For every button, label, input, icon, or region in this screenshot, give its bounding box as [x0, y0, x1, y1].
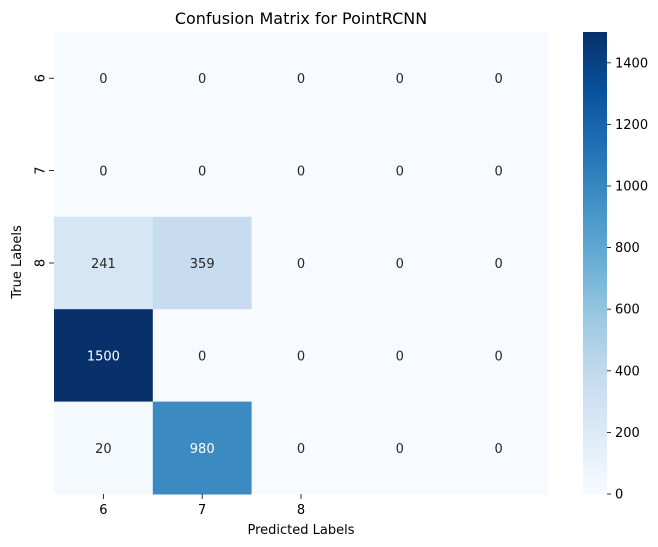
cell-value-label: 0	[494, 257, 502, 272]
cell-value-label: 241	[91, 257, 116, 272]
colorbar-tick-label: 0	[615, 488, 623, 503]
cell-value-label: 0	[297, 165, 305, 180]
heatmap-cell	[251, 401, 351, 495]
heatmap-cell	[251, 124, 351, 218]
heatmap-cell	[449, 309, 549, 403]
colorbar-tick-label: 1000	[615, 180, 648, 195]
colorbar-tick-label: 400	[615, 364, 640, 379]
y-axis-label: True Labels	[10, 225, 25, 300]
heatmap-cell	[54, 401, 154, 495]
cell-value-label: 0	[297, 349, 305, 364]
heatmap-cells: 0 0 0 0 0 0 0 0 0 0 241 359 0 0 0 1500 0 0 0 0 20 980 0 0 0	[54, 32, 549, 495]
heatmap-cell	[449, 216, 549, 310]
cell-value-label: 1500	[87, 349, 120, 364]
cell-value-label: 0	[396, 72, 404, 87]
heatmap-cell	[350, 32, 450, 125]
heatmap-cell	[152, 124, 253, 218]
heatmap-cell	[54, 216, 154, 310]
heatmap-cell	[152, 32, 253, 125]
colorbar-tick-label: 200	[615, 426, 640, 441]
heatmap-cell	[54, 309, 154, 403]
cell-value-label: 0	[198, 72, 206, 87]
heatmap-cell	[152, 401, 253, 495]
cell-value-label: 0	[396, 442, 404, 457]
cell-value-label: 0	[494, 72, 502, 87]
heatmap-cell	[251, 216, 351, 310]
colorbar-tick-label: 1400	[615, 56, 648, 71]
cell-value-label: 0	[297, 72, 305, 87]
heatmap-cell	[350, 124, 450, 218]
y-tick-label: 8	[34, 259, 49, 267]
y-tick-label: 7	[34, 166, 49, 174]
cell-value-label: 0	[99, 72, 107, 87]
cell-value-label: 0	[396, 349, 404, 364]
heatmap-cell	[152, 309, 253, 403]
heatmap-cell	[350, 216, 450, 310]
cell-value-label: 0	[297, 257, 305, 272]
heatmap-cell	[449, 124, 549, 218]
chart-title: Confusion Matrix for PointRCNN	[175, 9, 427, 28]
y-axis-ticks: 6 7 8	[34, 74, 54, 267]
colorbar-tick-label: 1200	[615, 118, 648, 133]
cell-value-label: 20	[95, 442, 112, 457]
heatmap-cell	[350, 401, 450, 495]
cell-value-label: 0	[297, 442, 305, 457]
cell-value-label: 0	[396, 165, 404, 180]
y-tick-label: 6	[34, 74, 49, 82]
heatmap-cell	[449, 401, 549, 495]
heatmap-cell	[54, 32, 154, 125]
cell-value-label: 0	[198, 349, 206, 364]
heatmap-cell	[251, 32, 351, 125]
colorbar-tick-label: 600	[615, 303, 640, 318]
cell-value-label: 0	[396, 257, 404, 272]
colorbar-tick-label: 800	[615, 241, 640, 256]
x-tick-label: 7	[198, 503, 206, 518]
heatmap-cell	[449, 32, 549, 125]
cell-value-label: 0	[198, 165, 206, 180]
heatmap-cell	[54, 124, 154, 218]
cell-value-label: 980	[190, 442, 215, 457]
cell-value-label: 0	[99, 165, 107, 180]
x-axis-ticks: 6 7 8	[99, 494, 305, 518]
colorbar-ticks: 0 200 400 600 800 1000 1200 1400	[607, 56, 648, 503]
cell-value-label: 0	[494, 442, 502, 457]
x-axis-label: Predicted Labels	[247, 523, 354, 538]
x-tick-label: 6	[99, 503, 107, 518]
heatmap-cell	[350, 309, 450, 403]
cell-value-label: 359	[190, 257, 215, 272]
cell-value-label: 0	[494, 165, 502, 180]
x-tick-label: 8	[297, 503, 305, 518]
heatmap-cell	[152, 216, 253, 310]
heatmap-cell	[251, 309, 351, 403]
cell-value-label: 0	[494, 349, 502, 364]
colorbar	[583, 32, 607, 494]
